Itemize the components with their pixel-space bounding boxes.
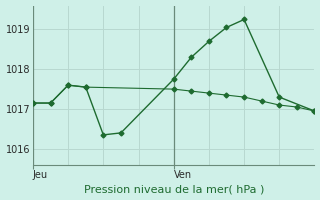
X-axis label: Pression niveau de la mer( hPa ): Pression niveau de la mer( hPa ) — [84, 184, 264, 194]
